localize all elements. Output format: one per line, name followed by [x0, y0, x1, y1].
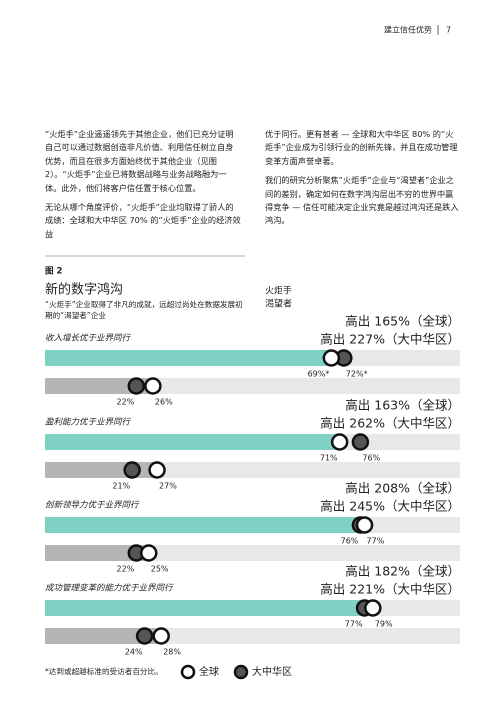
- page-number: 7: [446, 26, 451, 35]
- ratio-global: 高出 163%（全球）: [345, 398, 460, 413]
- paragraph: 无论从哪个角度评价，“火炬手”企业均取得了骄人的成绩：全球和大中华区 70% 的…: [45, 202, 241, 239]
- value-label-gc: 21%: [112, 482, 130, 491]
- value-label-global: 27%: [159, 482, 177, 491]
- marker-gc: [123, 461, 141, 479]
- value-label-global: 71%: [320, 454, 338, 463]
- marker-global: [364, 599, 382, 617]
- value-label-gc: 22%: [117, 565, 135, 574]
- column-left: “火炬手”企业遥遥领先于其他企业，他们已充分证明自己可以通过数据创造非凡价值、利…: [45, 128, 241, 247]
- legend-entry: 渴望者: [265, 298, 292, 310]
- ratio-global: 高出 182%（全球）: [345, 564, 460, 579]
- header-title: 建立信任优势: [384, 25, 432, 35]
- marker-gc: [127, 377, 146, 395]
- legend-global-icon: [180, 664, 196, 680]
- value-label-gc: 72%*: [346, 370, 368, 379]
- legend-entry: 火炬手: [265, 285, 292, 297]
- bar: [45, 517, 365, 533]
- paragraph: “火炬手”企业遥遥领先于其他企业，他们已充分证明自己可以通过数据创造非凡价值、利…: [45, 129, 234, 193]
- value-label-global: 77%: [367, 537, 385, 546]
- legend-gc: 大中华区: [252, 665, 292, 678]
- group-label: 成功管理变革的能力优于业界同行: [45, 583, 174, 594]
- value-label-global: 26%: [155, 398, 173, 407]
- bar: [45, 600, 373, 616]
- marker-gc: [135, 627, 154, 645]
- legend-gc-icon: [233, 664, 249, 680]
- ratio-gc: 高出 245%（大中华区）: [320, 499, 460, 514]
- value-label-gc: 22%: [117, 398, 135, 407]
- marker-global: [144, 377, 162, 395]
- paragraph: 优于同行。更有甚者 — 全球和大中华区 80% 的“火炬手”企业成为引领行业的创…: [265, 129, 458, 166]
- marker-global: [148, 461, 166, 479]
- subtitle-box: “火炬手”企业取得了非凡的成就，远超过尚处在数据发展初期的“渴望者”企业: [45, 300, 243, 320]
- bar: [45, 545, 149, 561]
- ratio-global: 高出 165%（全球）: [345, 314, 460, 329]
- value-label-global: 25%: [151, 565, 169, 574]
- value-label-gc: 24%: [125, 648, 143, 657]
- paragraph: 我们的研究分析聚焦“火炬手”企业与“渴望者”企业之间的差别，确定如何在数字鸿沟层…: [265, 175, 459, 226]
- value-label-gc: 76%: [341, 537, 359, 546]
- figure-subtitle: “火炬手”企业取得了非凡的成就，远超过尚处在数据发展初期的“渴望者”企业: [45, 300, 243, 320]
- ratio-global: 高出 208%（全球）: [345, 481, 460, 496]
- value-label-global: 28%: [163, 648, 181, 657]
- figure-title: 新的数字鸿沟: [45, 282, 123, 298]
- value-label-global: 79%: [375, 620, 393, 629]
- figure-label: 图 2: [45, 267, 62, 277]
- marker-gc: [351, 433, 370, 451]
- group-label: 创新领导力优于业界同行: [45, 500, 140, 511]
- footnote: *达到或超越标准的受访者百分比。: [45, 666, 163, 676]
- bar: [45, 378, 153, 394]
- bar: [45, 434, 340, 450]
- legend-global: 全球: [199, 665, 219, 678]
- ratio-gc: 高出 227%（大中华区）: [320, 332, 460, 347]
- bar: [45, 628, 162, 644]
- ratio-gc: 高出 262%（大中华区）: [320, 416, 460, 431]
- group-label: 盈利能力优于业界同行: [45, 417, 132, 428]
- group-label: 收入增长优于业界同行: [45, 333, 132, 344]
- column-right: 优于同行。更有甚者 — 全球和大中华区 80% 的“火炬手”企业成为引领行业的创…: [265, 128, 461, 234]
- ratio-gc: 高出 221%（大中华区）: [320, 582, 460, 597]
- marker-global: [322, 349, 341, 367]
- marker-global: [355, 516, 374, 534]
- value-label-global: 69%*: [308, 370, 330, 379]
- value-label-gc: 77%: [345, 620, 363, 629]
- marker-global: [330, 433, 349, 451]
- value-label-gc: 76%: [362, 454, 380, 463]
- marker-global: [152, 627, 170, 645]
- marker-global: [140, 544, 158, 562]
- bar: [45, 350, 332, 366]
